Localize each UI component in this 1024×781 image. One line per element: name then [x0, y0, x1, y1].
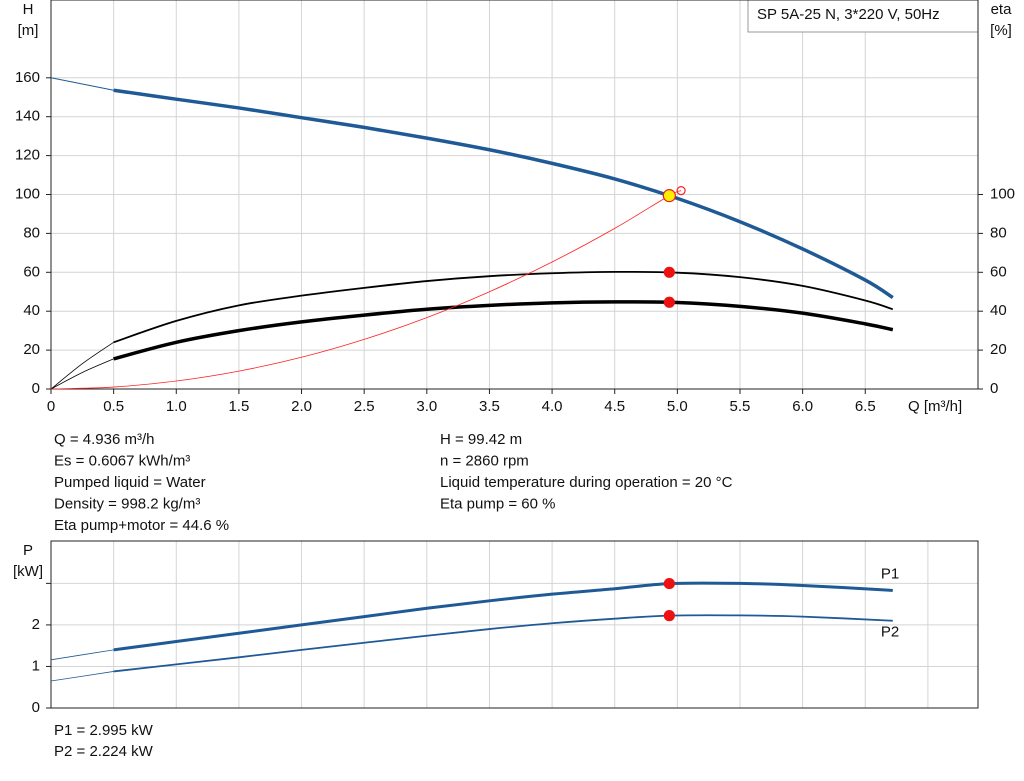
x-tick-label: 0	[47, 398, 55, 415]
y-tick-label: 160	[15, 69, 40, 86]
operating-info: Density = 998.2 kg/m³	[54, 495, 200, 512]
duty-point	[663, 266, 675, 278]
duty-point	[663, 610, 675, 622]
x-tick-label: 4.5	[604, 398, 625, 415]
chart-title: SP 5A-25 N, 3*220 V, 50Hz	[757, 6, 940, 23]
operating-info: P1 = 2.995 kW	[54, 722, 154, 739]
curve	[113, 614, 893, 673]
y-axis-unit: [m]	[18, 22, 39, 39]
curve-label: P1	[881, 565, 899, 582]
operating-info: Q = 4.936 m³/h	[54, 431, 154, 448]
y-tick-label: 40	[23, 302, 40, 319]
y-axis-unit: [kW]	[13, 563, 43, 580]
y-axis-label: P	[23, 542, 33, 559]
y-tick-label: 60	[23, 263, 40, 280]
y-tick-label: 80	[23, 224, 40, 241]
y2-tick-label: 60	[990, 263, 1007, 280]
operating-info: Eta pump = 60 %	[440, 495, 556, 512]
duty-point	[663, 296, 675, 308]
y2-tick-label: 80	[990, 224, 1007, 241]
x-axis-label: Q [m³/h]	[908, 398, 962, 415]
y2-tick-label: 40	[990, 302, 1007, 319]
duty-point	[676, 186, 686, 196]
x-tick-label: 5.0	[667, 398, 688, 415]
curve-label: P2	[881, 624, 899, 641]
duty-point	[662, 189, 676, 203]
operating-info: P2 = 2.224 kW	[54, 743, 154, 760]
operating-info: Eta pump+motor = 44.6 %	[54, 517, 229, 534]
operating-info: Pumped liquid = Water	[54, 474, 206, 491]
y2-axis-unit: [%]	[990, 22, 1012, 39]
x-tick-label: 6.5	[855, 398, 876, 415]
x-tick-label: 1.5	[228, 398, 249, 415]
x-tick-label: 4.0	[542, 398, 563, 415]
y2-tick-label: 100	[990, 185, 1015, 202]
y2-tick-label: 0	[990, 380, 998, 397]
y2-axis-label: eta	[991, 1, 1013, 18]
duty-point	[663, 577, 675, 590]
y-tick-label: 100	[15, 185, 40, 202]
curve	[50, 671, 114, 682]
x-tick-label: 1.0	[166, 398, 187, 415]
title-box	[747, 0, 979, 33]
x-tick-label: 5.5	[730, 398, 751, 415]
y-tick-label: 1	[32, 657, 40, 674]
x-tick-label: 2.0	[291, 398, 312, 415]
x-tick-label: 0.5	[103, 398, 124, 415]
curve	[50, 649, 114, 661]
curve	[50, 77, 114, 91]
y-tick-label: 120	[15, 147, 40, 164]
operating-info: Liquid temperature during operation = 20…	[440, 474, 733, 491]
x-tick-label: 2.5	[354, 398, 375, 415]
y-tick-label: 0	[32, 699, 40, 716]
operating-info: H = 99.42 m	[440, 431, 522, 448]
y-tick-label: 2	[32, 616, 40, 633]
curve	[113, 300, 894, 361]
curve	[50, 190, 682, 390]
curve	[113, 270, 894, 344]
x-tick-label: 3.0	[416, 398, 437, 415]
curve	[113, 88, 894, 300]
curve	[113, 581, 893, 652]
operating-info: n = 2860 rpm	[440, 452, 529, 469]
y-tick-label: 20	[23, 341, 40, 358]
y-tick-label: 0	[32, 380, 40, 397]
y-tick-label: 140	[15, 108, 40, 125]
y2-tick-label: 20	[990, 341, 1007, 358]
curve	[50, 341, 114, 390]
operating-info: Es = 0.6067 kWh/m³	[54, 452, 190, 469]
x-tick-label: 6.0	[792, 398, 813, 415]
y-axis-label: H	[23, 1, 34, 18]
x-tick-label: 3.5	[479, 398, 500, 415]
curve	[50, 358, 114, 390]
